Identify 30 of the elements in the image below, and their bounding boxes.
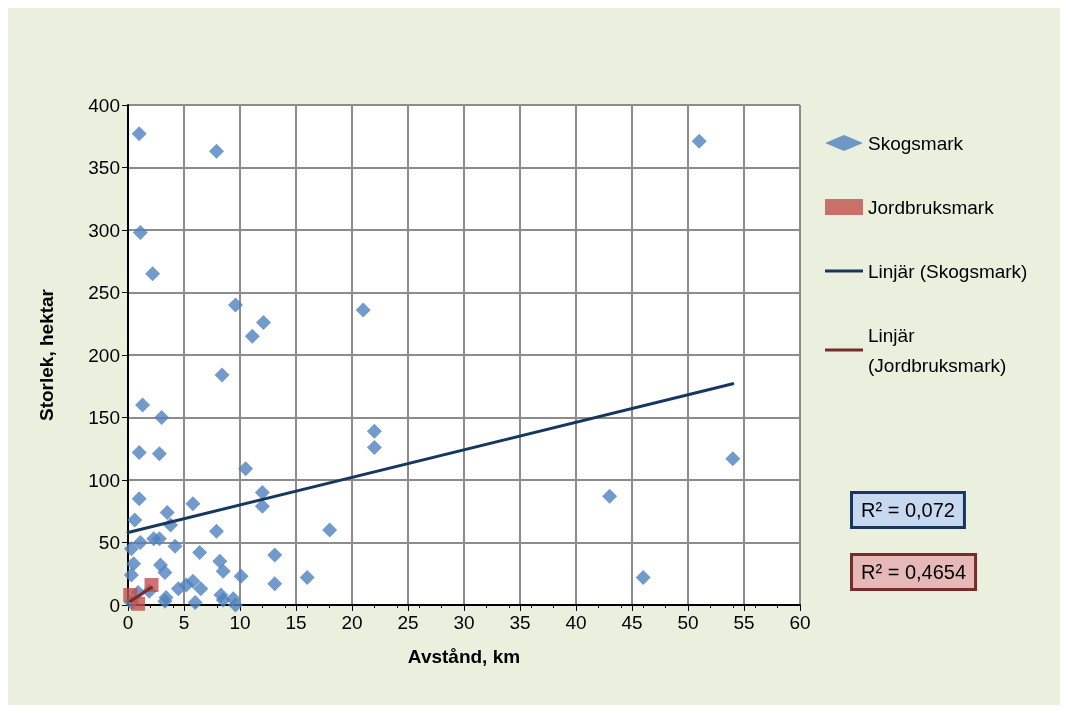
- x-tick-label: 10: [229, 612, 251, 633]
- text: R² = 0,4654: [861, 561, 967, 583]
- legend-label: Linjär (Jordbruksmark): [868, 324, 1007, 376]
- x-tick-label: 55: [733, 612, 755, 633]
- x-tick-label: 5: [178, 612, 190, 633]
- y-tick-label: 150: [88, 407, 120, 428]
- x-tick-label: 20: [341, 612, 363, 633]
- y-tick-label: 400: [88, 94, 120, 116]
- y-tick-label: 250: [88, 282, 120, 303]
- legend-label: Jordbruksmark: [868, 196, 995, 218]
- text: R² = 0,072: [861, 499, 955, 521]
- y-tick-label: 0: [109, 594, 120, 616]
- y-tick-label: 300: [88, 219, 120, 241]
- x-tick-label: 50: [677, 612, 699, 633]
- x-tick-label: 30: [453, 612, 475, 633]
- y-tick-label: 100: [88, 469, 120, 491]
- y-axis-title: Storlek, hektar: [36, 288, 57, 421]
- y-tick-label: 350: [88, 157, 120, 178]
- x-tick-label: 45: [621, 612, 643, 633]
- x-tick-label: 15: [285, 612, 307, 633]
- x-axis-title: Avstånd, km: [407, 646, 521, 667]
- x-tick-label: 60: [789, 612, 811, 633]
- legend-label: Linjär (Skogsmark): [868, 260, 1028, 282]
- y-tick-label: 200: [88, 344, 120, 366]
- x-tick-label: 35: [509, 612, 531, 633]
- x-tick-label: 25: [397, 612, 419, 633]
- legend-label: Skogsmark: [868, 132, 964, 154]
- y-tick-label: 50: [98, 532, 120, 553]
- x-tick-label: 0: [122, 612, 134, 633]
- x-tick-label: 40: [565, 612, 587, 633]
